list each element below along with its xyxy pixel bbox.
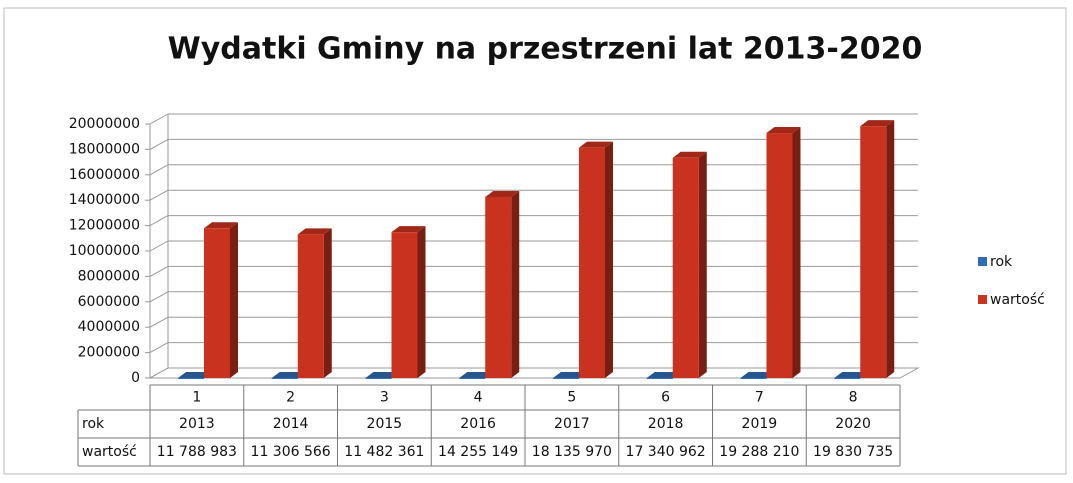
legend-swatch [978,295,987,304]
bar [178,377,204,379]
bar [391,232,418,378]
y-tick-label: 0 [131,370,140,386]
table-cell: 2015 [367,416,403,432]
bar-top [553,371,587,378]
bar [365,377,392,379]
y-tick-label: 10000000 [69,243,140,259]
x-tick-label: 6 [661,390,670,406]
bar-side [230,222,238,378]
x-tick-label: 2 [286,390,295,406]
bar-top [485,190,520,197]
table-cell: 2013 [179,416,215,432]
y-tick-label: 2000000 [78,345,140,361]
grid-line-side [149,265,169,277]
table-cell: 14 255 149 [438,444,518,460]
x-tick-label: 3 [380,390,389,406]
bar-side [698,151,707,378]
x-tick-label: 8 [849,390,858,406]
table-cell: 11 788 983 [157,444,237,460]
table-cell: 19 288 210 [719,444,799,460]
y-tick-label: 6000000 [78,294,140,310]
bar-side [886,120,895,379]
table-cell: 2018 [648,416,684,432]
bar-top [391,226,426,233]
table-cell: 11 306 566 [251,444,331,460]
table-cell: 17 340 962 [626,444,706,460]
y-tick-label: 18000000 [69,141,140,157]
grid-line-side [149,342,169,354]
bar [740,377,767,379]
table-cell: 2020 [835,416,871,432]
y-tick-label: 20000000 [69,116,140,132]
grid-line-side [149,316,169,328]
legend-swatch [978,257,987,266]
y-tick-label: 4000000 [78,319,140,335]
x-tick-label: 7 [755,390,764,406]
floor [148,367,920,379]
bar-top [365,371,400,378]
bar [459,377,486,379]
table-cell: 18 135 970 [532,444,612,460]
y-tick-label: 16000000 [69,167,140,183]
y-tick-label: 12000000 [69,218,140,234]
bar-side [323,228,332,378]
bar [204,228,230,378]
bar-side [792,127,801,378]
bar-top [672,151,707,158]
bar [485,196,512,378]
table-cell: 2014 [273,416,309,432]
bar [766,133,793,378]
bar [672,157,699,378]
bar-top [834,371,869,378]
bar-top [459,371,494,378]
bar-top [271,371,306,378]
chart-title: Wydatki Gminy na przestrzeni lat 2013-20… [168,32,923,67]
x-tick-label: 4 [474,390,483,406]
grid-line-side [149,189,169,201]
bar-top [646,371,681,378]
table-cell: 19 830 735 [813,444,893,460]
bar-top [297,228,332,235]
bar-side [511,190,520,378]
legend-label: rok [990,254,1013,270]
bar [860,126,887,379]
x-tick-label: 5 [567,390,576,406]
grid-line-side [149,164,169,176]
bar [579,147,605,378]
grid-line-side [149,367,169,379]
table-cell: 11 482 361 [344,444,424,460]
grid-line-side [149,240,169,252]
grid-line-side [149,113,169,125]
bar [553,377,579,379]
x-tick-label: 1 [192,390,201,406]
bar-top [204,222,238,229]
grid-line-side [149,291,169,303]
y-tick-label: 8000000 [78,268,140,284]
legend-label: wartość [990,292,1045,308]
y-tick-label: 14000000 [69,192,140,208]
grid-line-side [149,138,169,150]
grid-line-side [149,215,169,227]
table-cell: 2019 [742,416,778,432]
bar-side [605,141,613,378]
bar [271,377,298,379]
table-cell: 2016 [460,416,496,432]
bar [297,234,324,378]
table-row-label: wartość [82,444,137,460]
bar-top [579,141,613,148]
table-cell: 2017 [554,416,590,432]
bar-top [740,371,775,378]
bar [834,377,861,379]
bar-top [766,127,801,134]
bar-top [860,120,895,127]
bar [646,377,673,379]
bar-top [178,371,212,378]
table-row-label: rok [82,416,105,432]
bar-side [417,226,426,378]
